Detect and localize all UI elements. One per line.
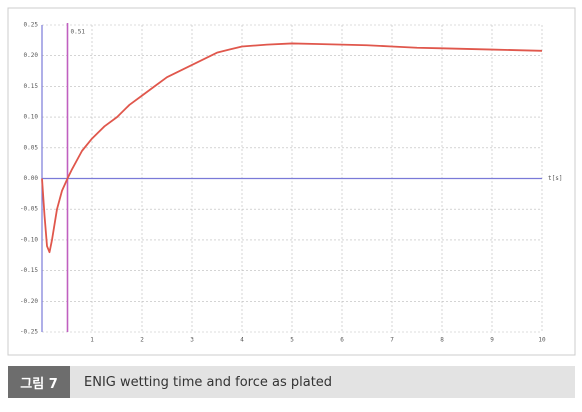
y-tick-label: 0.05 — [24, 144, 39, 151]
x-tick-label: 4 — [240, 337, 244, 344]
y-tick-label: 0.15 — [24, 83, 39, 90]
y-tick-label: 0.00 — [24, 175, 39, 182]
x-tick-label: 1 — [90, 337, 94, 344]
y-tick-label: -0.15 — [20, 267, 38, 274]
y-tick-label: -0.10 — [20, 236, 38, 243]
x-tick-label: 3 — [190, 337, 194, 344]
x-tick-label: 8 — [440, 337, 444, 344]
chart: 0.25 0.20 0.15 0.10 0.05 0.00 -0.05 -0.10 -0.15 -… — [7, 7, 576, 356]
y-tick-label: -0.20 — [20, 298, 38, 305]
y-tick-label: 0.25 — [24, 22, 39, 29]
x-tick-label: 7 — [390, 337, 394, 344]
x-axis-label: t[s] — [548, 175, 562, 182]
x-tick-label: 6 — [340, 337, 344, 344]
y-tick-label: -0.05 — [20, 206, 38, 213]
y-tick-label: -0.25 — [20, 329, 38, 336]
x-tick-label: 5 — [290, 337, 294, 344]
caption-text: ENIG wetting time and force as plated — [84, 374, 333, 390]
y-tick-label: 0.20 — [24, 52, 39, 59]
x-tick-label: 2 — [140, 337, 144, 344]
chart-frame — [7, 7, 576, 356]
caption: 그림 7 ENIG wetting time and force as plat… — [8, 366, 575, 398]
marker-label: 0.51 — [71, 29, 86, 36]
x-tick-label: 10 — [538, 337, 546, 344]
line — [41, 42, 543, 254]
y-tick-label: 0.10 — [24, 114, 39, 121]
x-tick-label: 9 — [490, 337, 494, 344]
figure-label: 그림 7 — [8, 366, 70, 398]
